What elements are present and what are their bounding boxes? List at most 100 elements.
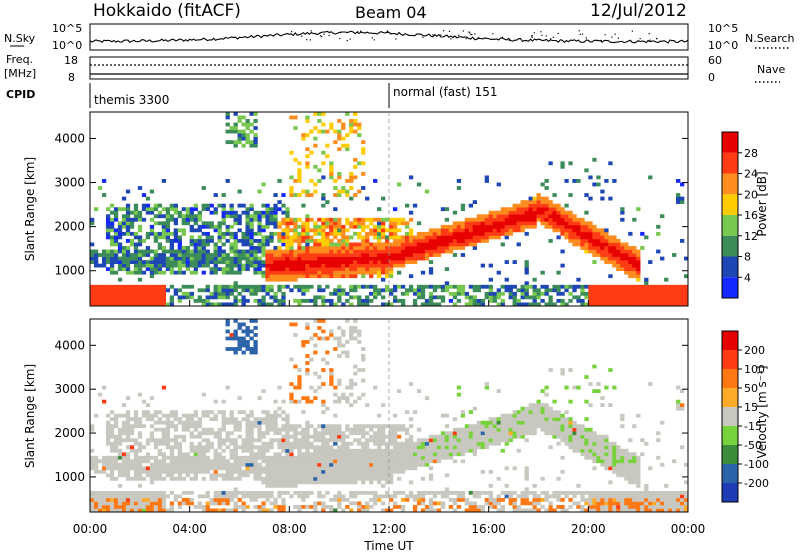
power-cell bbox=[416, 238, 422, 243]
power-cell bbox=[209, 238, 214, 243]
velocity-cell bbox=[396, 448, 402, 453]
velocity-cell bbox=[345, 473, 350, 478]
velocity-cell bbox=[353, 501, 358, 506]
power-cell bbox=[185, 246, 190, 250]
velocity-cell bbox=[301, 497, 306, 502]
velocity-cell bbox=[353, 427, 358, 432]
power-cell bbox=[277, 277, 282, 282]
velocity-cell bbox=[245, 438, 250, 443]
power-cell bbox=[472, 231, 478, 236]
power-cell bbox=[560, 284, 565, 289]
power-cell bbox=[165, 221, 171, 226]
velocity-cell bbox=[297, 441, 302, 446]
velocity-cell bbox=[249, 497, 254, 502]
velocity-cell bbox=[93, 413, 99, 418]
power-cell bbox=[636, 295, 641, 300]
velocity-cell bbox=[265, 490, 270, 495]
velocity-cell bbox=[269, 455, 274, 460]
velocity-cell bbox=[145, 504, 151, 509]
velocity-cell bbox=[253, 469, 258, 474]
power-cell bbox=[656, 302, 661, 307]
velocity-cell bbox=[568, 399, 573, 404]
velocity-cell bbox=[524, 431, 529, 436]
power-cell bbox=[269, 221, 274, 226]
power-cell bbox=[257, 263, 262, 268]
power-cell bbox=[153, 231, 159, 236]
power-cell bbox=[153, 267, 159, 272]
velocity-cell bbox=[361, 448, 366, 453]
power-cell bbox=[333, 267, 338, 272]
power-cell bbox=[213, 249, 218, 254]
power-cell bbox=[361, 298, 366, 303]
velocity-cell bbox=[309, 336, 314, 341]
velocity-cell bbox=[576, 431, 581, 436]
velocity-cell bbox=[133, 448, 139, 453]
power-cell bbox=[149, 249, 155, 254]
power-cell bbox=[221, 295, 226, 300]
velocity-cell bbox=[265, 424, 270, 429]
velocity-cell bbox=[169, 459, 175, 464]
power-cell bbox=[373, 249, 378, 254]
power-cell bbox=[520, 291, 525, 296]
velocity-cell bbox=[221, 424, 226, 429]
velocity-cell bbox=[305, 427, 310, 432]
power-cell bbox=[265, 253, 270, 257]
velocity-cell bbox=[400, 445, 406, 450]
velocity-cell bbox=[321, 473, 326, 478]
velocity-cell bbox=[540, 389, 545, 393]
velocity-cell bbox=[185, 455, 190, 460]
power-cell bbox=[93, 284, 99, 289]
velocity-cell bbox=[500, 448, 505, 453]
power-cell bbox=[560, 214, 565, 219]
velocity-cell bbox=[492, 434, 497, 439]
power-cell bbox=[321, 267, 326, 272]
velocity-cell bbox=[225, 385, 230, 390]
velocity-cell bbox=[456, 445, 462, 450]
power-cell bbox=[341, 228, 346, 233]
power-cell bbox=[125, 217, 131, 222]
power-cell bbox=[345, 228, 350, 233]
power-cell bbox=[560, 164, 565, 169]
velocity-cell bbox=[301, 410, 306, 415]
velocity-cell bbox=[213, 473, 218, 478]
power-cell bbox=[564, 210, 569, 215]
power-cell bbox=[145, 260, 151, 264]
velocity-cell bbox=[125, 469, 131, 474]
velocity-cell bbox=[173, 466, 179, 471]
power-cell bbox=[105, 291, 111, 296]
power-cell bbox=[165, 288, 171, 293]
velocity-cell bbox=[233, 504, 238, 509]
power-cell bbox=[217, 291, 222, 296]
velocity-cell bbox=[265, 466, 270, 471]
power-cell bbox=[113, 288, 119, 293]
velocity-cell bbox=[101, 466, 107, 471]
velocity-cell bbox=[349, 378, 354, 383]
velocity-cell bbox=[329, 469, 334, 474]
velocity-cell bbox=[540, 410, 545, 415]
power-cell bbox=[305, 193, 310, 197]
velocity-cell bbox=[584, 448, 589, 453]
power-cell bbox=[301, 298, 306, 303]
power-cell bbox=[337, 295, 342, 300]
power-cell bbox=[137, 186, 143, 190]
velocity-cell bbox=[117, 441, 123, 446]
velocity-cell bbox=[572, 448, 577, 453]
power-cell bbox=[297, 263, 302, 268]
power-cell bbox=[317, 168, 322, 173]
power-cell bbox=[608, 242, 613, 247]
power-cell bbox=[329, 274, 334, 279]
velocity-cell bbox=[325, 448, 330, 453]
power-cell bbox=[313, 260, 318, 264]
power-cell bbox=[484, 217, 489, 222]
power-cell bbox=[472, 224, 478, 229]
velocity-cell bbox=[137, 501, 143, 506]
velocity-cell bbox=[392, 448, 398, 453]
velocity-cell bbox=[257, 448, 262, 453]
power-cell bbox=[428, 235, 434, 240]
power-cell bbox=[277, 249, 282, 254]
velocity-cell bbox=[560, 490, 565, 495]
velocity-cell bbox=[101, 455, 107, 460]
power-cell bbox=[229, 267, 234, 272]
velocity-cell bbox=[377, 441, 382, 446]
